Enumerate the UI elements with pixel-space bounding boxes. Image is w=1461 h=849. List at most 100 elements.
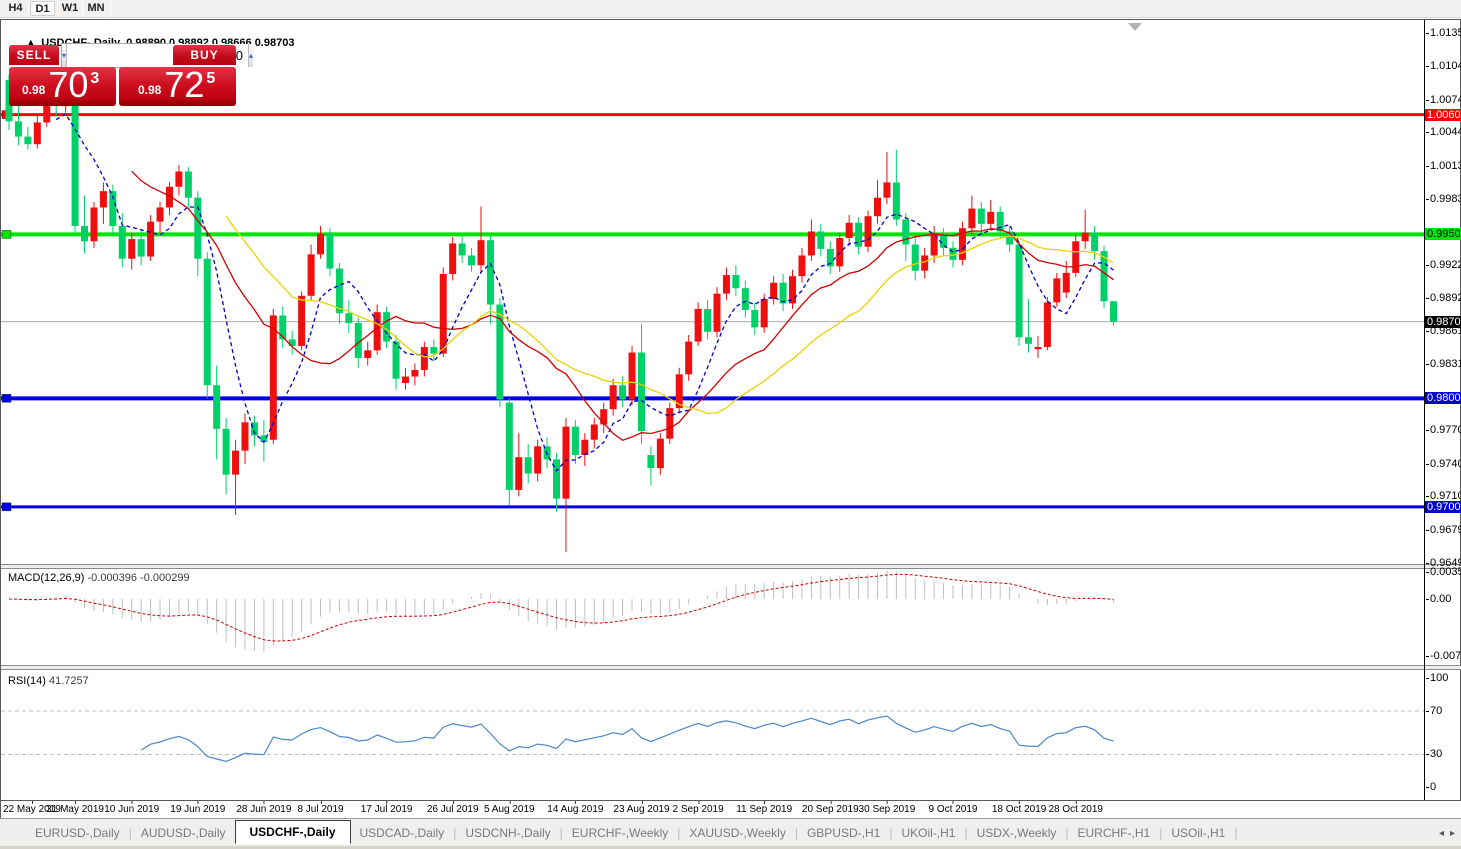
timeframe-button-mn[interactable]: MN	[87, 2, 105, 14]
buy-button[interactable]: BUY	[173, 45, 236, 65]
tab-scroll-right-icon[interactable]: ▸	[1449, 828, 1455, 839]
date-tick	[452, 801, 454, 804]
candle-body	[1109, 301, 1117, 322]
chart-tab-gbpusdh1[interactable]: GBPUSD-,H1	[806, 825, 881, 840]
price-axis-label: 0.99225	[1426, 259, 1461, 271]
volume-increase-button[interactable]: ▴	[248, 44, 254, 67]
chart-shift-marker-icon[interactable]	[1128, 23, 1142, 31]
volume-decrease-button[interactable]: ▾	[62, 44, 68, 67]
macd-axis-label: -0.00749	[1426, 650, 1461, 662]
line-edge-handle[interactable]	[1, 502, 12, 512]
moving-average-line[interactable]	[225, 215, 1114, 415]
candle-body	[656, 438, 664, 469]
candle-body	[128, 239, 136, 259]
candle-body	[241, 422, 249, 451]
candle-body	[524, 457, 532, 474]
main-chart-pane[interactable]	[1, 21, 1424, 564]
tab-scroll-left-icon[interactable]: ◂	[1438, 828, 1444, 839]
candle-body	[817, 231, 825, 249]
candle-body	[1015, 244, 1023, 338]
date-tick	[764, 801, 766, 804]
timeframe-button-w1[interactable]: W1	[61, 2, 79, 14]
candle-body	[704, 308, 712, 332]
candle-body	[685, 341, 693, 375]
candle-body	[335, 268, 343, 314]
timeframe-button-d1[interactable]: D1	[30, 1, 55, 16]
candle-body	[33, 122, 41, 145]
chart-tab-usdcaddaily[interactable]: USDCAD-,Daily	[359, 825, 445, 840]
chart-tab-audusddaily[interactable]: AUDUSD-,Daily	[140, 825, 226, 840]
candle-body	[194, 197, 202, 259]
date-axis-label: 22 May 2019	[3, 801, 61, 815]
candle-body	[1062, 272, 1070, 293]
macd-pane-splitter[interactable]	[1, 564, 1461, 569]
macd-pane[interactable]	[1, 569, 1424, 665]
candle-body	[779, 282, 787, 304]
chart-tab-ukoilh1[interactable]: UKOil-,H1	[901, 825, 956, 840]
candle-body	[845, 222, 853, 239]
chart-tab-xauusdweekly[interactable]: XAUUSD-,Weekly	[689, 825, 786, 840]
macd-axis-label: 0.00	[1426, 593, 1461, 605]
rsi-pane[interactable]	[1, 670, 1424, 800]
date-tick	[320, 801, 322, 804]
candle-body	[232, 450, 240, 475]
candle-body	[902, 219, 910, 245]
toolbar-separator	[81, 2, 83, 15]
chart-tab-usoilh1[interactable]: USOil-,H1	[1171, 825, 1226, 840]
candle-body	[958, 228, 966, 260]
date-axis-label: 14 Aug 2019	[547, 801, 603, 815]
candle-body	[1081, 232, 1089, 242]
candle-body	[864, 216, 872, 247]
buy-price-panel[interactable]: 0.98 72 5	[119, 67, 236, 106]
chart-tab-eurchfh1[interactable]: EURCHF-,H1	[1077, 825, 1151, 840]
price-axis-label: 0.96490	[1426, 557, 1461, 569]
toolbar-separator	[27, 2, 29, 15]
candle-body	[807, 231, 815, 256]
date-tick	[31, 801, 33, 804]
chart-tab-usdchfdaily[interactable]: USDCHF-,Daily	[234, 820, 351, 844]
moving-average-line[interactable]	[131, 170, 1114, 442]
chart-tab-eurchfweekly[interactable]: EURCHF-,Weekly	[571, 825, 669, 840]
timeframe-button-h4[interactable]: H4	[8, 2, 23, 14]
candle-body	[326, 233, 334, 269]
date-axis-label: 18 Oct 2019	[992, 801, 1046, 815]
candle-body	[722, 275, 730, 294]
candle-body	[213, 385, 221, 429]
candle-body	[345, 313, 353, 324]
price-axis-label: 1.00440	[1426, 126, 1461, 138]
candle-body	[24, 136, 32, 145]
price-axis-label-highlight: 0.99503	[1425, 228, 1461, 240]
tab-separator: |	[964, 825, 968, 840]
chart-tab-bar: EURUSD-,Daily | AUDUSD-,Daily USDCHF-,Daily…	[0, 818, 1461, 846]
candle-body	[118, 226, 126, 259]
chart-tab-usdxweekly[interactable]: USDX-,Weekly	[976, 825, 1057, 840]
candle-body	[505, 402, 513, 490]
chart-tab-usdcnhdaily[interactable]: USDCNH-,Daily	[465, 825, 551, 840]
price-axis-label: 0.96795	[1426, 524, 1461, 536]
price-axis-label: 0.98315	[1426, 358, 1461, 370]
moving-average-line[interactable]	[55, 113, 1114, 472]
tab-separator: |	[889, 825, 893, 840]
tab-separator: |	[128, 825, 132, 840]
line-edge-handle[interactable]	[1, 394, 12, 403]
toolbar-separator	[110, 1, 111, 17]
candle-body	[99, 191, 107, 208]
chart-tab-eurusddaily[interactable]: EURUSD-,Daily	[35, 825, 120, 840]
sell-price-panel[interactable]: 0.98 70 3	[9, 67, 116, 106]
chart-expand-icon[interactable]: ▲	[26, 37, 36, 47]
date-axis-label: 11 Sep 2019	[736, 801, 792, 815]
rsi-axis-label: 0	[1426, 781, 1461, 793]
candle-body	[798, 255, 806, 277]
rsi-pane-splitter[interactable]	[1, 665, 1461, 670]
candle-body	[90, 207, 98, 242]
sell-button[interactable]: SELL	[9, 45, 59, 65]
toolbar-separator	[56, 2, 58, 15]
candle-body	[184, 171, 192, 198]
candle-body	[109, 191, 117, 227]
candle-body	[609, 385, 617, 410]
date-axis[interactable]: 22 May 2019 31 May 2019 10 Jun 2019 19 Jun …	[1, 801, 1461, 818]
date-axis-label: 5 Aug 2019	[484, 801, 535, 815]
buy-price-small: 0.98	[138, 83, 162, 97]
line-edge-handle[interactable]	[1, 230, 12, 239]
